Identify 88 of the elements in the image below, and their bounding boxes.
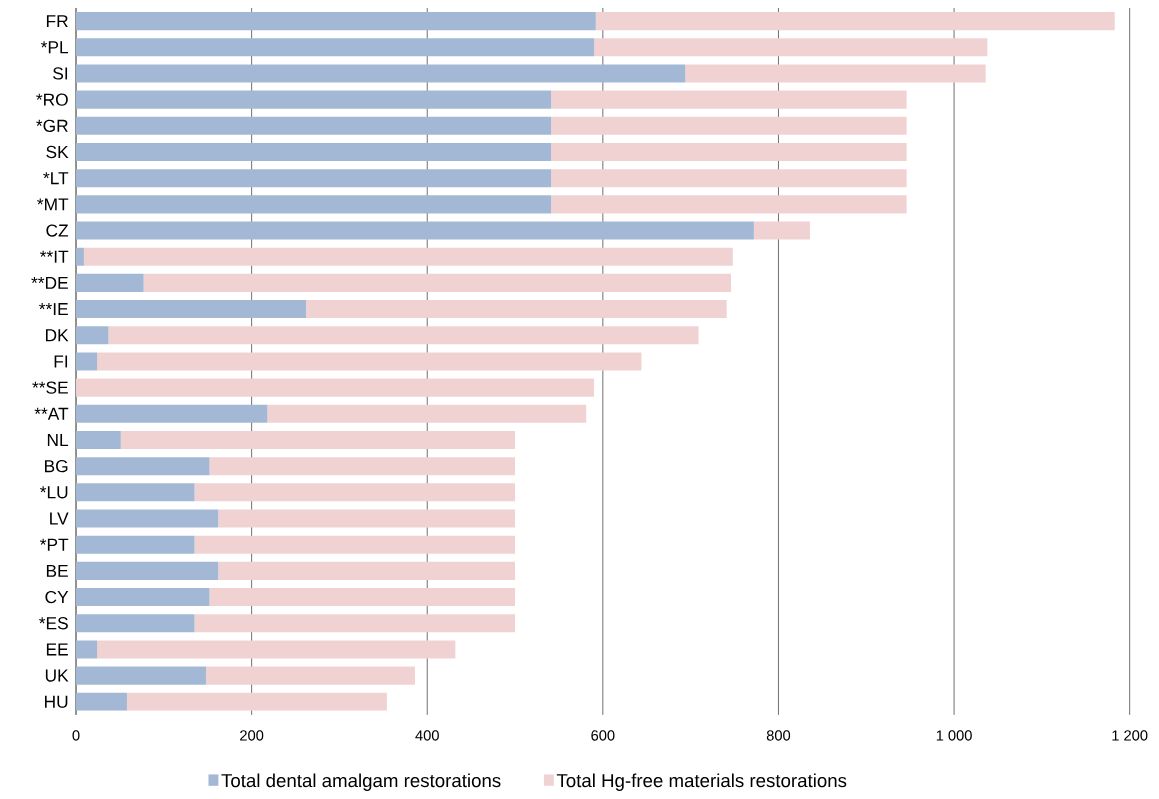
- y-tick-label: *PL: [40, 41, 69, 54]
- bar: [76, 666, 206, 685]
- bar: [551, 143, 907, 162]
- y-tick-label: *LT: [43, 172, 69, 185]
- y-tick-label: FI: [54, 355, 68, 368]
- y-tick-label: **AT: [34, 407, 69, 420]
- y-tick-label: SI: [53, 67, 68, 80]
- legend-label: Total Hg-free materials restorations: [556, 773, 847, 791]
- bar: [76, 116, 552, 135]
- bar: [306, 300, 727, 319]
- bar: [594, 38, 988, 57]
- bar: [76, 483, 195, 502]
- y-tick-label: **SE: [32, 381, 68, 394]
- bar: [76, 38, 595, 57]
- y-tick-label: *MT: [37, 198, 69, 211]
- y-tick-label: LV: [50, 512, 69, 525]
- bar: [267, 404, 587, 423]
- bar: [551, 90, 907, 109]
- bar: [83, 247, 733, 266]
- bar: [97, 352, 642, 371]
- bar: [76, 195, 552, 214]
- bar: [753, 221, 811, 240]
- x-tick-label: 1 200: [1112, 730, 1148, 741]
- y-tick-label: HU: [45, 695, 68, 708]
- y-tick-label: *PT: [40, 538, 69, 551]
- x-tick-label: 0: [72, 730, 80, 741]
- bar: [76, 535, 195, 554]
- bar: [76, 431, 121, 450]
- bar: [76, 12, 596, 31]
- bar: [595, 12, 1115, 31]
- bar: [205, 666, 415, 685]
- bar: [76, 169, 552, 188]
- bar: [97, 640, 456, 659]
- x-tick-label: 600: [591, 730, 615, 741]
- legend-label: Total dental amalgam restorations: [221, 773, 501, 791]
- bar: [194, 535, 516, 554]
- bar: [76, 561, 219, 580]
- y-tick-label: *RO: [36, 93, 68, 106]
- y-tick-label: BE: [46, 564, 68, 577]
- bar: [194, 483, 516, 502]
- bar: [108, 326, 699, 345]
- y-tick-label: FR: [46, 15, 68, 28]
- bar: [76, 143, 552, 162]
- bar: [126, 692, 387, 711]
- bar: [143, 273, 732, 292]
- y-tick-label: EE: [46, 643, 68, 656]
- bar: [76, 404, 268, 423]
- bar: [76, 273, 144, 292]
- y-tick-label: **DE: [31, 276, 68, 289]
- y-tick-label: DK: [45, 329, 69, 342]
- y-tick-label: **IE: [39, 303, 68, 316]
- bar: [76, 614, 195, 633]
- bar: [551, 169, 907, 188]
- bar: [194, 614, 516, 633]
- bar: [218, 509, 516, 528]
- y-tick-label: *ES: [39, 617, 68, 630]
- bar: [76, 640, 98, 659]
- bar: [76, 509, 219, 528]
- x-tick-label: 800: [766, 730, 791, 741]
- y-tick-label: SK: [46, 145, 69, 159]
- bar: [209, 588, 516, 607]
- bar: [76, 457, 210, 476]
- y-tick-label: *GR: [36, 119, 68, 132]
- y-tick-label: *LU: [40, 486, 68, 499]
- bar: [76, 326, 109, 345]
- bar: [120, 431, 516, 450]
- x-tick-label: 200: [240, 730, 264, 741]
- bar: [76, 221, 754, 240]
- bar: [209, 457, 516, 476]
- y-tick-label: UK: [45, 669, 69, 682]
- bar: [76, 378, 595, 397]
- bar: [76, 588, 210, 607]
- bar: [76, 90, 552, 109]
- bar: [551, 195, 907, 214]
- x-tick-label: 1 000: [936, 730, 972, 741]
- bar: [685, 64, 986, 83]
- bar: [76, 352, 98, 371]
- y-tick-label: CZ: [46, 224, 69, 237]
- bar: [551, 116, 907, 135]
- y-tick-label: CY: [45, 590, 69, 604]
- bar: [218, 561, 516, 580]
- y-tick-label: NL: [47, 434, 69, 446]
- y-tick-label: BG: [45, 460, 68, 473]
- bar: [76, 300, 307, 319]
- bar: [76, 692, 127, 711]
- bar: [76, 64, 686, 83]
- x-tick-label: 400: [415, 730, 439, 741]
- y-tick-label: **IT: [40, 250, 69, 263]
